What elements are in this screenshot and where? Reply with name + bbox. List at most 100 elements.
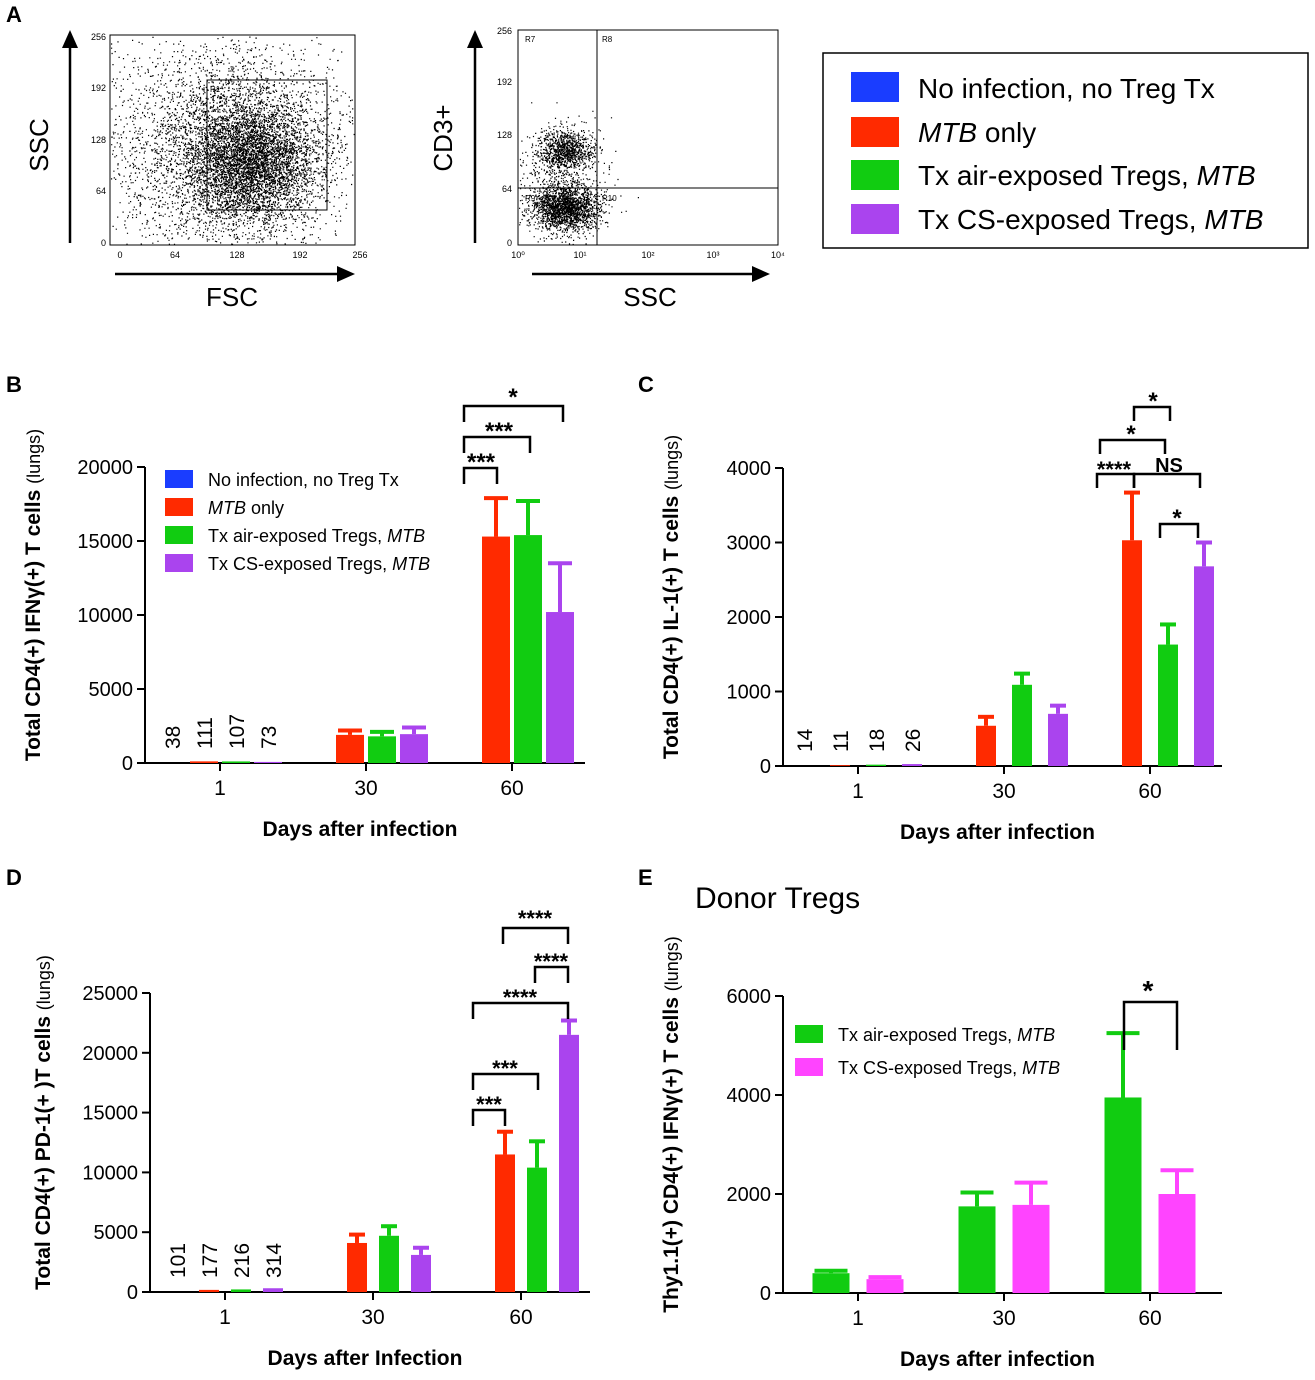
bar	[263, 1288, 283, 1292]
value-label: 107	[226, 714, 249, 749]
legend-swatch-no-infection	[851, 72, 899, 102]
bar	[559, 1034, 579, 1292]
s1-ytick: 0	[101, 238, 106, 248]
legend-swatch	[165, 526, 193, 544]
bar	[546, 612, 574, 763]
legend-text: only	[246, 498, 284, 518]
legend-text: Tx air-exposed Tregs,	[208, 526, 387, 546]
panel-d-chart: D 0 5000 10000 15000 20000 25000 1 30 60 Days afte…	[6, 865, 590, 1370]
legend-swatch	[165, 470, 193, 488]
s1-ytick: 256	[91, 32, 106, 42]
y-tick-label: 0	[122, 753, 133, 775]
legend-italic: MTB	[208, 498, 246, 518]
legend-label: No infection, no Treg Tx	[208, 470, 399, 490]
bar	[1048, 713, 1068, 766]
dot-cloud	[111, 36, 355, 245]
bar	[254, 761, 282, 763]
y-tick-label: 0	[760, 756, 771, 778]
x-axis-title: Days after infection	[900, 821, 1095, 844]
bar	[411, 1254, 431, 1292]
y-axis-title: Thy1.1(+) CD4(+) IFNγ(+) T cells (lungs)	[660, 936, 683, 1313]
y-tick-label: 2000	[727, 1184, 772, 1206]
chart-title: Donor Tregs	[695, 882, 860, 915]
scatter2-xlabel: SSC	[623, 282, 676, 312]
panel-b-chart: B 0 5000 10000 15000 20000 1 30 60 Days after inf…	[6, 372, 585, 841]
value-label: 216	[231, 1243, 254, 1278]
scatter-fsc-ssc: R1 SSC FSC 0 64 128 192 256 0 64 128 192…	[24, 30, 368, 312]
scatter2-x-arrowhead	[752, 266, 770, 282]
value-label: 111	[194, 717, 217, 749]
legend-label: Tx air-exposed Tregs, MTB	[838, 1025, 1055, 1045]
legend-label: Tx CS-exposed Tregs, MTB	[208, 554, 430, 574]
s2-ytick: 64	[502, 184, 512, 194]
y-tick-label: 2000	[727, 607, 772, 629]
legend-text: Tx air-exposed Tregs,	[838, 1025, 1017, 1045]
legend-label: No infection, no Treg Tx	[918, 73, 1215, 104]
bar	[976, 725, 996, 766]
bar	[812, 1273, 850, 1293]
gate-r1	[206, 79, 328, 211]
y-tick-label: 20000	[82, 1043, 138, 1065]
significance-label: *	[1148, 388, 1158, 415]
significance-label: ****	[1097, 457, 1132, 482]
y-tick-label: 6000	[727, 986, 772, 1008]
s1-xtick: 0	[117, 250, 122, 260]
legend-swatch	[165, 498, 193, 516]
legend-swatch-tx-cs	[851, 204, 899, 234]
bar	[866, 764, 886, 766]
quad-r7: R7	[525, 35, 536, 44]
y-axis-title-main: Total CD4(+) IFNγ(+) T cells	[22, 484, 45, 761]
y-tick-label: 0	[760, 1283, 771, 1305]
bar	[347, 1242, 367, 1292]
x-tick-label: 1	[852, 1307, 864, 1330]
bar	[1012, 684, 1032, 766]
y-tick-label: 10000	[82, 1162, 138, 1184]
significance-label: NS	[1155, 455, 1183, 477]
scatter1-x-arrowhead	[337, 266, 355, 282]
significance-bracket	[471, 1108, 507, 1126]
s1-ytick: 192	[91, 83, 106, 93]
legend-italic: MTB	[1017, 1025, 1055, 1045]
x-tick-label: 30	[992, 780, 1015, 803]
y-tick-label: 5000	[89, 679, 134, 701]
panel-c-chart: C 0 1000 2000 3000 4000 1 30 60 Days after infect…	[638, 372, 1222, 844]
value-label: 18	[866, 729, 889, 752]
bar	[482, 536, 510, 763]
bar	[336, 734, 364, 763]
s2-xtick: 10¹	[573, 250, 586, 260]
bar	[1158, 1194, 1196, 1293]
y-tick-label: 4000	[727, 1085, 772, 1107]
bar	[400, 734, 428, 763]
significance-label: ***	[485, 418, 514, 445]
significance-label: ***	[467, 449, 496, 476]
scatter1-y-arrowhead	[62, 30, 78, 48]
bar	[231, 1289, 251, 1292]
bar	[1158, 644, 1178, 766]
x-tick-label: 30	[354, 777, 377, 800]
significance-label: *	[508, 384, 518, 411]
scatter2-y-arrowhead	[467, 30, 483, 48]
s1-xtick: 192	[292, 250, 307, 260]
s2-ytick: 128	[497, 130, 512, 140]
panel-e-chart: E 0 2000 4000 6000 1 30 60 Days after infection T…	[638, 865, 1222, 1371]
y-tick-label: 4000	[727, 458, 772, 480]
y-axis-title-suffix: (lungs)	[662, 435, 682, 490]
bar	[1104, 1097, 1142, 1293]
value-label: 38	[162, 726, 185, 749]
value-label: 101	[167, 1243, 190, 1278]
bar	[190, 761, 218, 763]
scatter1-ylabel: SSC	[24, 118, 54, 171]
x-tick-label: 60	[500, 777, 523, 800]
bar	[1012, 1204, 1050, 1293]
x-tick-label: 1	[852, 780, 864, 803]
value-label: 314	[263, 1243, 286, 1278]
legend-swatch-mtb-only	[851, 117, 899, 147]
bar	[958, 1206, 996, 1293]
y-tick-label: 25000	[82, 983, 138, 1005]
panel-a: A R1 SSC FSC 0 64 128 192 256 0 64 128 1…	[6, 2, 1309, 312]
x-tick-label: 60	[509, 1306, 532, 1329]
s2-xtick: 10³	[706, 250, 719, 260]
y-axis-title: Total CD4(+) IL-1(+) T cells (lungs)	[660, 435, 683, 759]
s1-xtick: 128	[229, 250, 244, 260]
